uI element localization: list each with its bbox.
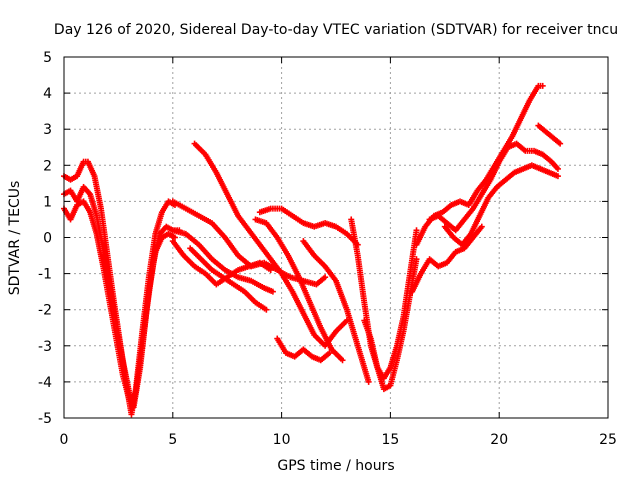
x-tick-label: 25: [599, 432, 617, 448]
series: [426, 140, 561, 234]
marks: [61, 82, 564, 418]
series: [169, 238, 274, 288]
y-tick-label: -1: [38, 267, 52, 283]
series: [187, 245, 270, 313]
x-tick-label: 0: [60, 432, 69, 448]
y-axis-label: SDTVAR / TECUs: [7, 181, 23, 296]
y-tick-label: -4: [38, 375, 52, 391]
y-tick-label: -2: [38, 303, 52, 319]
y-tick-label: 3: [43, 122, 52, 138]
y-tick-label: -5: [38, 411, 52, 427]
x-tick-label: 20: [490, 432, 508, 448]
series: [441, 162, 561, 248]
x-tick-label: 10: [273, 432, 291, 448]
y-tick-label: -3: [38, 339, 52, 355]
x-tick-label: 15: [381, 432, 399, 448]
data-point: [322, 274, 329, 281]
data-point: [269, 288, 276, 295]
y-tick-label: 2: [43, 158, 52, 174]
series: [274, 335, 333, 364]
x-axis-label: GPS time / hours: [277, 458, 394, 474]
y-tick-label: 5: [43, 50, 52, 66]
series: [61, 198, 178, 403]
data-point: [267, 266, 274, 273]
data-point: [171, 234, 178, 241]
data-point: [263, 306, 270, 313]
x-axis: 0 5 10 15 20 25: [60, 57, 617, 448]
x-tick-label: 5: [168, 432, 177, 448]
series: [256, 205, 361, 248]
y-tick-label: 4: [43, 86, 52, 102]
y-tick-label: 0: [43, 231, 52, 247]
series: [191, 140, 350, 349]
y-tick-label: 1: [43, 194, 52, 210]
chart-title: Day 126 of 2020, Sidereal Day-to-day VTE…: [54, 22, 618, 38]
series: [535, 122, 564, 147]
